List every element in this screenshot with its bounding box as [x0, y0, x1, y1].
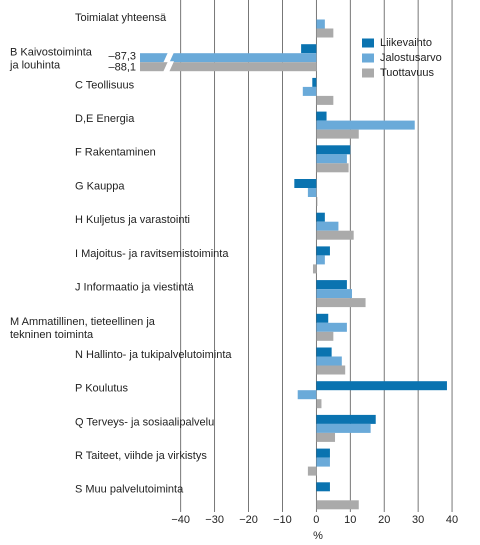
bar: [316, 154, 347, 164]
bar: [294, 179, 317, 188]
bar: [316, 500, 359, 510]
x-tick-label: 20: [378, 514, 390, 526]
bar: [312, 77, 317, 87]
x-tick-label: 10: [344, 514, 356, 526]
bar: [316, 230, 354, 240]
bar: [316, 19, 325, 29]
bar: [316, 365, 346, 375]
category-label: Toimialat yhteensä: [75, 12, 167, 24]
bar: [316, 457, 330, 467]
x-tick-label: 30: [412, 514, 424, 526]
category-label: B Kaivostoiminta: [10, 47, 93, 59]
value-label: –88,1: [108, 62, 136, 74]
x-tick-label: −20: [239, 514, 258, 526]
bar: [316, 197, 318, 206]
category-label: M Ammatillinen, tieteellinen ja: [10, 316, 156, 328]
bar: [316, 212, 325, 222]
bar: [316, 432, 336, 442]
legend-swatch: [362, 68, 374, 78]
axis-break: [163, 61, 174, 73]
category-label: D,E Energia: [75, 113, 135, 125]
bar: [302, 86, 317, 96]
legend-label: Liikevaihto: [380, 37, 432, 49]
bar: [316, 163, 349, 173]
legend-label: Tuottavuus: [380, 67, 435, 79]
bar: [316, 129, 359, 139]
bar: [301, 44, 317, 54]
category-label: G Kauppa: [75, 180, 125, 192]
category-label: C Teollisuus: [75, 79, 135, 91]
category-label: Q Terveys- ja sosiaalipalvelu: [75, 416, 214, 428]
category-label: N Hallinto- ja tukipalvelutoiminta: [75, 349, 232, 361]
bar: [316, 482, 330, 492]
bar: [297, 390, 317, 400]
x-axis-label: %: [313, 530, 323, 542]
category-label: F Rakentaminen: [75, 147, 156, 159]
bar: [316, 28, 334, 38]
bar: [316, 298, 366, 308]
x-tick-label: −30: [205, 514, 224, 526]
category-label: I Majoitus- ja ravitsemistoiminta: [75, 248, 229, 260]
bar: [316, 423, 371, 433]
category-label: P Koulutus: [75, 383, 129, 395]
bar: [307, 466, 317, 476]
bar: [316, 221, 339, 231]
bar: [316, 280, 347, 290]
bar: [316, 120, 415, 130]
legend-swatch: [362, 38, 374, 48]
bar: [316, 347, 332, 357]
value-label: –87,3: [108, 51, 136, 63]
bar: [316, 289, 352, 299]
bar: [316, 414, 376, 424]
bars: [140, 19, 447, 510]
legend-swatch: [362, 53, 374, 63]
bar: [316, 331, 334, 341]
category-label: S Muu palvelutoiminta: [75, 484, 184, 496]
bar: [140, 53, 317, 63]
category-label: ja louhinta: [9, 60, 61, 72]
bar: [316, 322, 347, 332]
bar: [316, 145, 351, 155]
x-tick-label: −40: [171, 514, 190, 526]
x-tick-label: 0: [313, 514, 319, 526]
category-label: tekninen toiminta: [10, 329, 94, 341]
bar: [307, 188, 317, 197]
bar: [316, 356, 342, 366]
x-tick-label: −10: [273, 514, 292, 526]
bar: [316, 255, 325, 265]
axis-break: [163, 52, 174, 64]
bar: [316, 448, 330, 458]
x-tick-label: 40: [446, 514, 458, 526]
legend-label: Jalostusarvo: [380, 52, 442, 64]
bar: [316, 95, 334, 105]
bar: [316, 111, 327, 121]
bar: [316, 381, 447, 391]
category-label: H Kuljetus ja varastointi: [75, 214, 190, 226]
bar: [316, 399, 322, 409]
bar: [140, 62, 317, 72]
bar: [316, 313, 329, 323]
bar: [316, 246, 330, 256]
category-label: R Taiteet, viihde ja virkistys: [75, 450, 207, 462]
bar: [312, 264, 317, 274]
category-label: J Informaatio ja viestintä: [75, 282, 194, 294]
